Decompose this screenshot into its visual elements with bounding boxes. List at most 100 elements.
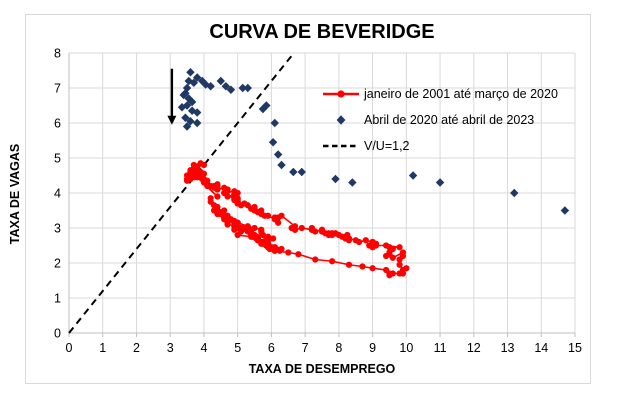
covid-series-point <box>198 76 207 86</box>
y-tick-label: 6 <box>54 117 61 131</box>
covid-series-point <box>331 174 340 184</box>
y-tick-label: 2 <box>54 257 61 271</box>
covid-series-point <box>510 188 519 198</box>
red-series-point <box>261 212 268 219</box>
red-series-point <box>369 265 376 272</box>
red-series-point <box>312 256 319 263</box>
chart-frame-border <box>25 14 591 384</box>
x-tick-label: 1 <box>99 341 106 355</box>
legend-label-reference-line: V/U=1,2 <box>364 139 410 153</box>
red-series-point <box>399 249 407 256</box>
y-tick-label: 0 <box>54 327 61 341</box>
red-series-point <box>295 251 302 258</box>
covid-series-point <box>273 150 283 159</box>
x-tick-label: 4 <box>200 341 207 355</box>
red-series-point <box>285 249 292 256</box>
legend: janeiro de 2001 até março de 2020 Abril … <box>322 81 558 159</box>
x-tick-label: 9 <box>369 341 376 355</box>
red-series-point <box>345 261 353 268</box>
x-tick-label: 8 <box>335 341 342 355</box>
red-series-point <box>359 263 366 270</box>
x-tick-label: 13 <box>501 341 515 355</box>
covid-series-point <box>268 138 278 147</box>
covid-series-point <box>177 103 187 112</box>
chart-title: CURVA DE BEVERIDGE <box>209 21 435 43</box>
x-tick-label: 0 <box>66 341 73 355</box>
red-series-point <box>369 238 376 246</box>
x-tick-label: 2 <box>133 341 140 355</box>
red-series-point <box>389 270 396 277</box>
y-tick-label: 4 <box>54 187 61 201</box>
red-series-point <box>271 216 278 223</box>
red-series-point <box>329 258 336 265</box>
red-series-point <box>187 175 194 183</box>
y-tick-label: 1 <box>54 292 61 306</box>
covid-series-point <box>243 83 252 93</box>
y-axis-title: TAXA DE VAGAS <box>8 143 22 245</box>
covid-series-point <box>238 83 247 93</box>
covid-series-point <box>408 171 418 180</box>
red-series-point <box>248 233 255 240</box>
y-tick-label: 3 <box>54 222 61 236</box>
x-tick-label: 15 <box>568 341 582 355</box>
black-dashed-line-icon <box>323 144 359 148</box>
red-series-point <box>335 231 342 239</box>
legend-item-series-2020-2023: Abril de 2020 até abril de 2023 <box>322 107 558 133</box>
legend-label-series-2001-2020: janeiro de 2001 até março de 2020 <box>364 87 558 101</box>
red-series-point <box>251 203 258 211</box>
red-series-point <box>261 240 268 247</box>
red-series-point <box>362 237 369 244</box>
x-tick-label: 5 <box>234 341 241 355</box>
covid-series-point <box>221 82 231 91</box>
red-series-point <box>194 174 201 181</box>
red-series-point <box>214 193 221 200</box>
red-series-point <box>271 247 278 254</box>
covid-series-point <box>258 104 268 114</box>
red-series-point <box>214 210 221 218</box>
red-line-circle-marker-icon <box>323 90 359 98</box>
covid-series-point <box>226 85 236 94</box>
legend-item-series-2001-2020: janeiro de 2001 até março de 2020 <box>322 81 558 107</box>
y-tick-label: 8 <box>54 47 61 61</box>
covid-series-point <box>216 76 225 86</box>
covid-series-point <box>277 160 286 170</box>
covid-series-point <box>182 122 192 131</box>
x-tick-label: 7 <box>302 341 309 355</box>
red-series-point <box>194 165 201 172</box>
red-series-point <box>258 207 265 214</box>
covid-series-point <box>179 90 188 100</box>
red-series-point <box>318 226 326 233</box>
red-series-point <box>399 266 407 274</box>
y-tick-label: 5 <box>54 152 61 166</box>
covid-series-point <box>270 118 279 128</box>
navy-diamond-marker-icon <box>336 115 346 125</box>
covid-series-point <box>186 117 195 126</box>
covid-series-point <box>187 97 197 107</box>
red-series-point <box>200 161 208 169</box>
covid-series-point <box>560 206 570 215</box>
red-series-point <box>382 242 390 249</box>
x-tick-label: 10 <box>399 341 413 355</box>
red-series-point <box>308 226 315 233</box>
red-series-point <box>396 261 403 268</box>
red-series-point <box>248 226 255 233</box>
legend-item-reference-line: V/U=1,2 <box>322 133 558 159</box>
red-series-point <box>352 237 359 244</box>
covid-series-point <box>348 178 357 187</box>
red-series-point <box>231 226 238 233</box>
covid-series-point <box>192 108 202 117</box>
red-series-point <box>269 235 277 242</box>
red-series-line <box>186 162 408 277</box>
covid-series-point <box>297 167 306 177</box>
red-series-point <box>234 231 241 239</box>
covid-series-point <box>435 178 445 187</box>
covid-series-point <box>192 73 202 82</box>
x-tick-label: 6 <box>268 341 275 355</box>
red-series-point <box>396 244 403 251</box>
x-tick-label: 11 <box>434 341 447 355</box>
y-tick-label: 7 <box>54 82 61 96</box>
red-series-point <box>298 224 305 232</box>
legend-label-series-2020-2023: Abril de 2020 até abril de 2023 <box>364 113 535 127</box>
